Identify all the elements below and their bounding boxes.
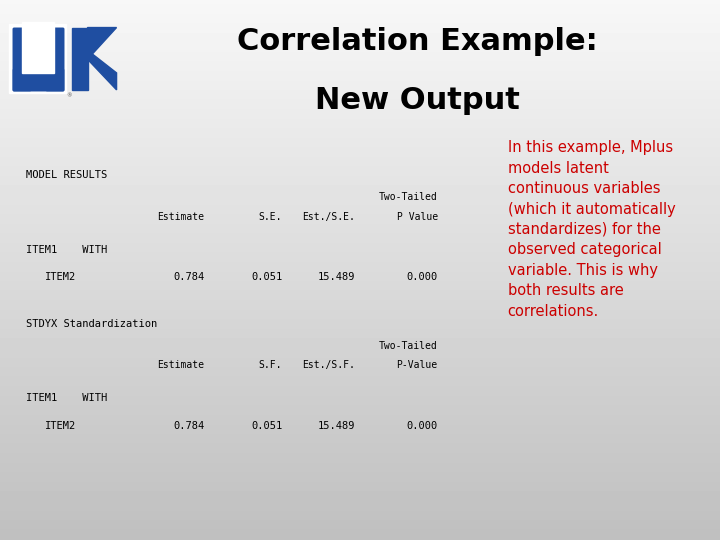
Bar [46, 28, 63, 90]
Text: P Value: P Value [397, 212, 438, 221]
Bar [9, 24, 66, 93]
Text: New Output: New Output [315, 86, 520, 116]
Bar [13, 70, 63, 90]
Text: ITEM2: ITEM2 [45, 421, 76, 431]
Bar [22, 22, 54, 73]
Text: MODEL RESULTS: MODEL RESULTS [26, 170, 107, 180]
Text: Estimate: Estimate [158, 212, 204, 221]
Text: 15.489: 15.489 [318, 272, 356, 282]
Bar [13, 70, 63, 90]
Text: Est./S.F.: Est./S.F. [302, 360, 356, 370]
Text: S.E.: S.E. [258, 212, 282, 221]
Bar [13, 28, 30, 90]
Bar [46, 28, 63, 90]
Text: In this example, Mplus
models latent
continuous variables
(which it automaticall: In this example, Mplus models latent con… [508, 140, 675, 319]
Text: P-Value: P-Value [397, 360, 438, 370]
Text: ITEM2: ITEM2 [45, 272, 76, 282]
Text: S.F.: S.F. [258, 360, 282, 370]
Text: 0.000: 0.000 [406, 421, 438, 431]
Text: STDYX Standardization: STDYX Standardization [26, 319, 158, 329]
Text: ®: ® [66, 93, 72, 98]
Bar [23, 24, 53, 72]
Bar [13, 28, 63, 90]
Text: 0.000: 0.000 [406, 272, 438, 282]
Text: Estimate: Estimate [158, 360, 204, 370]
Bar [13, 28, 30, 90]
Bar [72, 28, 88, 90]
Polygon shape [88, 50, 117, 90]
Text: Two-Tailed: Two-Tailed [379, 341, 438, 351]
Text: Est./S.E.: Est./S.E. [302, 212, 356, 221]
Text: 0.784: 0.784 [174, 421, 204, 431]
Text: 0.051: 0.051 [251, 272, 282, 282]
Polygon shape [88, 28, 117, 59]
Text: 15.489: 15.489 [318, 421, 356, 431]
Text: ITEM1    WITH: ITEM1 WITH [26, 393, 107, 403]
Text: 0.051: 0.051 [251, 421, 282, 431]
Text: 0.784: 0.784 [174, 272, 204, 282]
Text: ITEM1    WITH: ITEM1 WITH [26, 245, 107, 255]
Text: Correlation Example:: Correlation Example: [237, 27, 598, 56]
Text: Two-Tailed: Two-Tailed [379, 192, 438, 202]
